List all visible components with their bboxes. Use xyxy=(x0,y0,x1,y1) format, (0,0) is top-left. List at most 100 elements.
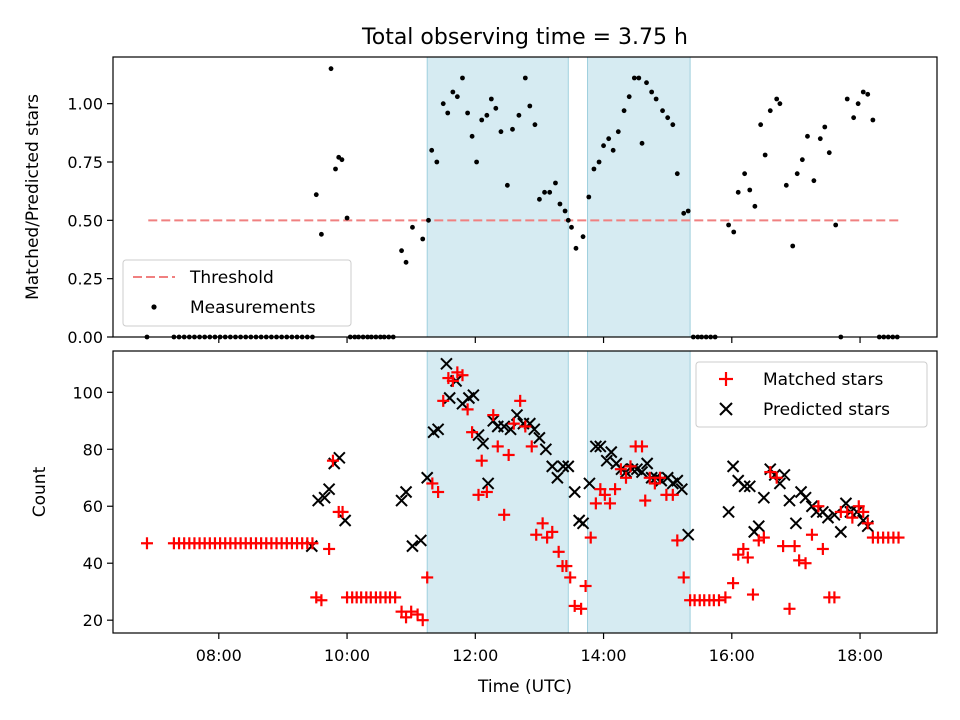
top-axes-frame xyxy=(112,56,938,338)
bot-ytick-label: 100 xyxy=(72,383,103,402)
predicted-star-point xyxy=(533,431,546,445)
bottom-legend: Matched stars Predicted stars xyxy=(695,361,928,428)
measurement-point xyxy=(817,136,823,142)
predicted-star-point xyxy=(635,465,649,479)
measurement-point xyxy=(639,140,645,146)
measurement-point xyxy=(777,101,783,107)
measurement-point xyxy=(631,75,637,81)
measurement-point xyxy=(440,101,446,107)
predicted-star-point xyxy=(589,440,603,453)
matched-star-point xyxy=(828,591,841,604)
predicted-star-point xyxy=(576,517,590,530)
measurement-point xyxy=(870,117,876,123)
measurement-point xyxy=(484,112,490,118)
predicted-star-point xyxy=(600,454,613,467)
predicted-star-point xyxy=(681,528,695,541)
top-y-axis-label: Matched/Predicted stars xyxy=(23,94,43,300)
matched-star-point xyxy=(793,554,806,567)
measurement-point xyxy=(344,215,350,221)
predicted-star-point xyxy=(594,440,607,453)
predicted-star-point xyxy=(476,437,490,450)
measurement-point xyxy=(434,159,440,165)
measurement-point xyxy=(469,133,475,139)
measurement-point xyxy=(758,122,764,128)
matched-star-point xyxy=(624,460,637,473)
measurement-point xyxy=(474,159,479,165)
matched-star-point xyxy=(857,505,870,518)
predicted-star-point xyxy=(783,494,796,507)
matched-star-point xyxy=(502,448,515,461)
top-shaded-intervals xyxy=(426,56,691,338)
matched-star-point xyxy=(400,611,413,624)
matched-star-point xyxy=(757,531,770,544)
bot-ytick-label: 80 xyxy=(83,440,103,459)
measurement-point xyxy=(565,217,571,223)
matched-star-point xyxy=(560,560,573,573)
matched-star-point xyxy=(466,426,479,439)
measurement-point xyxy=(851,115,857,121)
matched-star-point xyxy=(648,477,661,490)
matched-star-point xyxy=(564,571,577,584)
legend-predicted-label: Predicted stars xyxy=(763,400,890,420)
predicted-star-point xyxy=(440,357,453,371)
legend-matched-label: Matched stars xyxy=(763,370,883,390)
measurement-point xyxy=(805,133,810,139)
measurement-point xyxy=(410,224,415,230)
measurement-point xyxy=(465,110,471,116)
matched-star-point xyxy=(541,531,554,544)
matched-star-point xyxy=(389,591,402,604)
measurement-point xyxy=(644,80,649,86)
matched-star-point xyxy=(746,588,759,601)
predicted-star-point xyxy=(431,423,445,436)
measurement-point xyxy=(811,178,817,184)
measurement-point xyxy=(542,189,547,195)
top-y-axis: 0.00 0.25 0.50 0.75 1.00 xyxy=(67,95,113,347)
measurement-point xyxy=(685,208,691,214)
matched-star-point xyxy=(643,471,656,484)
matched-star-point xyxy=(514,394,527,407)
matched-star-point xyxy=(472,488,485,501)
measurement-point xyxy=(606,136,612,142)
measurement-point xyxy=(586,194,592,200)
measurement-point xyxy=(403,259,409,265)
matched-star-point xyxy=(546,525,559,538)
legend-matched-swatch xyxy=(719,372,733,386)
measurement-point xyxy=(553,180,558,186)
predicted-star-point xyxy=(318,491,331,504)
measurement-point xyxy=(610,147,616,153)
bottom-shaded-intervals xyxy=(426,350,691,634)
predicted-star-point xyxy=(481,477,495,490)
measurement-point xyxy=(833,222,839,228)
bot-shaded-interval-2 xyxy=(587,350,691,634)
matched-star-point xyxy=(575,602,588,615)
matched-star-point xyxy=(719,591,732,604)
matched-star-point xyxy=(727,577,740,590)
bottom-y-axis: 20 40 60 80 100 xyxy=(72,383,113,630)
predicted-star-point xyxy=(395,494,408,507)
measurement-point xyxy=(333,166,338,172)
predicted-star-point xyxy=(311,494,325,507)
measurement-point xyxy=(557,201,563,207)
measurement-point xyxy=(493,105,499,111)
matched-star-point xyxy=(507,417,520,430)
predicted-star-point xyxy=(671,474,684,487)
measurement-point xyxy=(429,147,435,153)
predicted-star-point xyxy=(752,519,765,533)
measurement-point xyxy=(799,157,805,163)
measurement-point xyxy=(460,75,465,81)
matched-star-point xyxy=(432,486,445,498)
matched-star-point xyxy=(487,409,500,422)
matched-star-point xyxy=(639,494,652,507)
top-ytick-label: 0.25 xyxy=(67,270,103,289)
matched-star-point xyxy=(841,505,854,518)
predicted-star-point xyxy=(338,514,352,527)
top-ytick-label: 0.75 xyxy=(67,153,103,172)
measurement-point xyxy=(601,143,606,149)
measurement-point xyxy=(726,222,731,228)
matched-star-point xyxy=(421,571,434,584)
predicted-star-point xyxy=(421,471,434,484)
measurement-point xyxy=(547,189,553,195)
measurement-point xyxy=(591,166,597,172)
predicted-star-point xyxy=(414,534,428,547)
